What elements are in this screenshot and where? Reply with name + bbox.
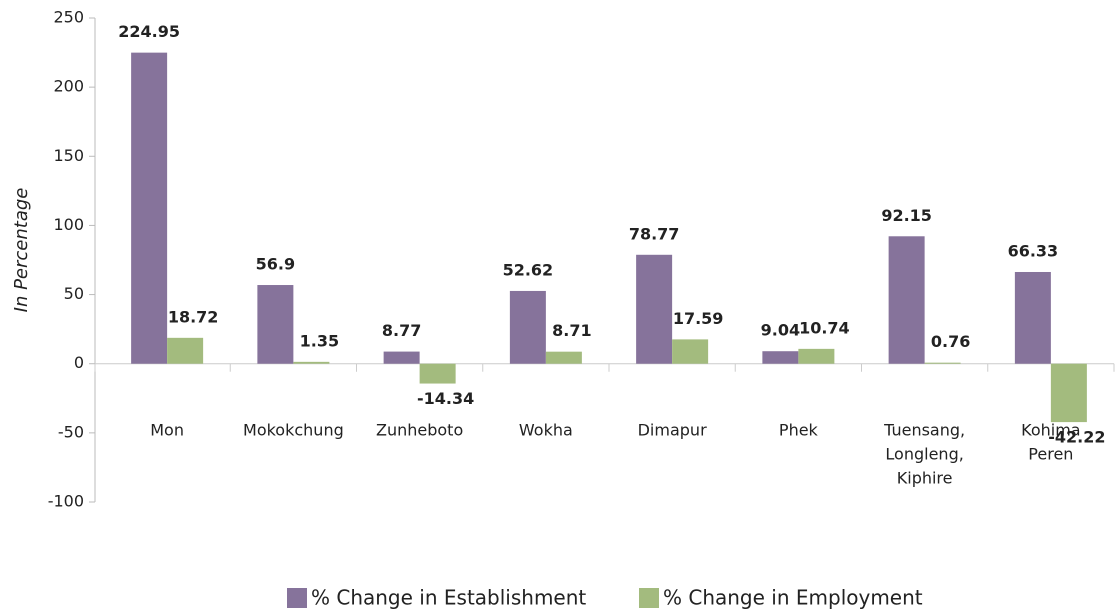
x-tick-label: Wokha bbox=[519, 421, 573, 440]
value-label: 78.77 bbox=[629, 224, 680, 243]
value-label: 9.04 bbox=[761, 321, 800, 340]
bar bbox=[924, 362, 961, 364]
value-label: 56.9 bbox=[256, 255, 295, 274]
value-label: 224.95 bbox=[118, 22, 180, 41]
x-tick-label: Dimapur bbox=[638, 421, 707, 440]
bar bbox=[167, 337, 204, 364]
bar bbox=[1050, 363, 1087, 423]
y-tick-label: 0 bbox=[74, 353, 84, 372]
legend-swatch bbox=[287, 588, 307, 608]
bar bbox=[1014, 271, 1051, 364]
value-label: 52.62 bbox=[503, 260, 554, 279]
y-tick-label: -50 bbox=[58, 422, 84, 441]
y-tick-label: 50 bbox=[64, 284, 84, 303]
legend-label: % Change in Establishment bbox=[311, 586, 586, 610]
y-tick-label: 250 bbox=[53, 8, 84, 27]
legend-swatch bbox=[639, 588, 659, 608]
x-tick-label: Mon bbox=[150, 421, 184, 440]
bar bbox=[257, 285, 294, 364]
bar bbox=[131, 52, 168, 364]
value-label: 8.77 bbox=[382, 321, 421, 340]
x-tick-label: Phek bbox=[779, 421, 819, 440]
x-tick-label: Mokokchung bbox=[243, 421, 344, 440]
value-label: 92.15 bbox=[881, 206, 932, 225]
y-tick-label: 200 bbox=[53, 77, 84, 96]
bar bbox=[888, 236, 925, 364]
value-label: 1.35 bbox=[300, 331, 339, 350]
x-tick-label: Zunheboto bbox=[376, 421, 463, 440]
y-axis-label: In Percentage bbox=[11, 188, 32, 313]
value-label: 8.71 bbox=[552, 321, 591, 340]
x-tick-label: Peren bbox=[1028, 445, 1073, 464]
x-tick-label: Kiphire bbox=[897, 469, 953, 488]
legend-label: % Change in Employment bbox=[663, 586, 923, 610]
bar bbox=[762, 351, 799, 364]
value-label: 17.59 bbox=[673, 309, 724, 328]
bar bbox=[383, 351, 420, 364]
bar bbox=[509, 290, 546, 364]
bar bbox=[419, 363, 456, 384]
x-tick-label: Kohima bbox=[1021, 421, 1080, 440]
value-label: -14.34 bbox=[417, 389, 474, 408]
x-tick-label: Longleng, bbox=[885, 445, 963, 464]
value-label: 0.76 bbox=[931, 332, 970, 351]
value-label: 66.33 bbox=[1008, 241, 1059, 260]
x-tick-label: Tuensang, bbox=[883, 421, 965, 440]
y-tick-label: -100 bbox=[48, 492, 84, 511]
value-label: 18.72 bbox=[168, 307, 219, 326]
value-label: -42.22 bbox=[1048, 428, 1105, 447]
bar bbox=[636, 254, 673, 364]
bar bbox=[545, 351, 582, 364]
bar bbox=[798, 348, 835, 364]
y-tick-label: 150 bbox=[53, 146, 84, 165]
y-tick-label: 100 bbox=[53, 215, 84, 234]
value-label: 10.74 bbox=[799, 318, 850, 337]
bar bbox=[672, 339, 709, 364]
bar bbox=[293, 361, 330, 364]
